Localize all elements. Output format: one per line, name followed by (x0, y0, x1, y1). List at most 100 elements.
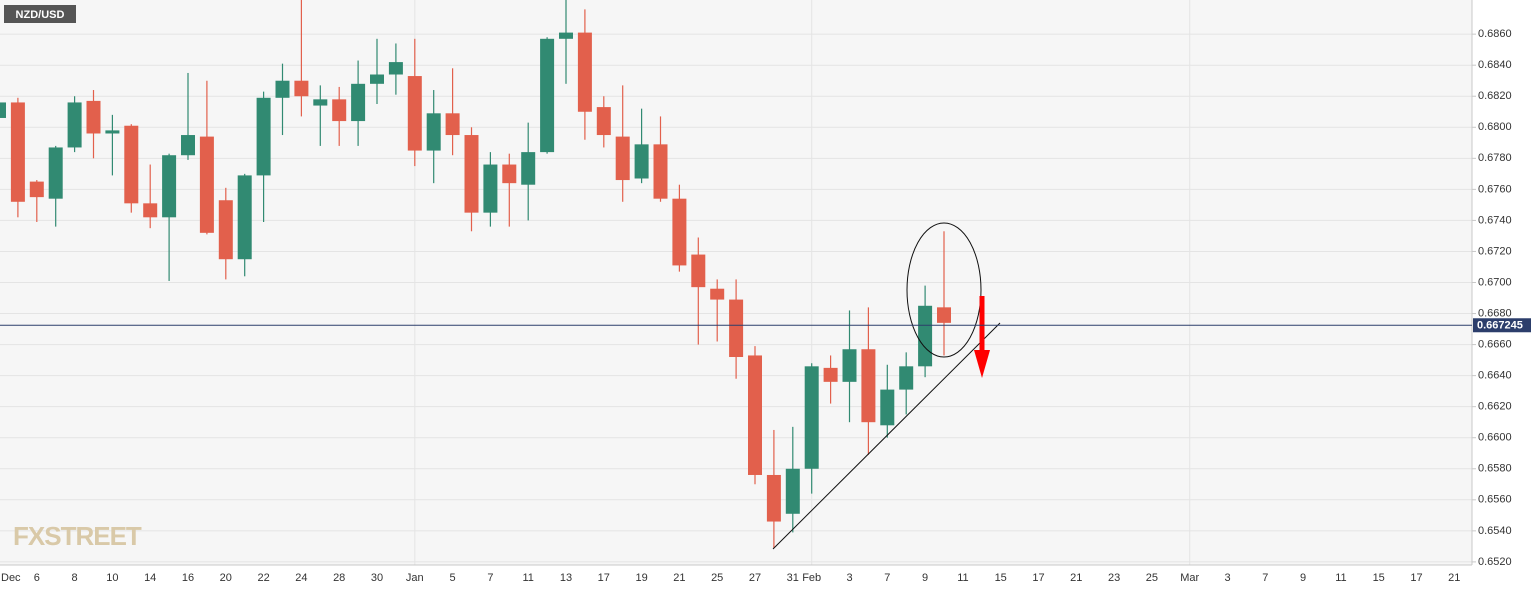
x-tick-label: 5 (450, 572, 456, 584)
candle-body (237, 175, 252, 260)
candle-body (351, 83, 366, 122)
candle-body (0, 102, 6, 118)
y-tick-label: 0.6680 (1478, 307, 1512, 319)
candle-body (880, 389, 895, 426)
y-tick-label: 0.6860 (1478, 28, 1512, 40)
candle-body (672, 198, 687, 266)
candle-body (370, 74, 384, 84)
candle-body (634, 144, 649, 179)
candle-body (48, 147, 63, 199)
x-tick-label: 17 (1032, 572, 1044, 584)
x-tick-label: 11 (957, 572, 968, 584)
y-tick-label: 0.6520 (1478, 556, 1512, 568)
candle-body (464, 135, 479, 213)
candle-body (275, 80, 290, 98)
trend-line (772, 322, 1001, 550)
y-tick-label: 0.6740 (1478, 214, 1512, 226)
x-tick-label: 30 (371, 572, 383, 584)
candle-body (407, 76, 422, 151)
x-tick-label: 9 (1300, 572, 1306, 584)
x-tick-label: 11 (1335, 572, 1346, 584)
candle-body (804, 366, 819, 469)
symbol-label: NZD/USD (16, 9, 65, 21)
candle-body (540, 38, 555, 153)
candle-body (181, 135, 195, 156)
highlight-ellipse (906, 222, 982, 358)
x-tick-label: 6 (34, 572, 40, 584)
y-tick-label: 0.6800 (1478, 121, 1512, 133)
candle-body (653, 144, 668, 199)
candle-body (483, 164, 498, 213)
candle-body (766, 474, 781, 522)
candle-body (785, 468, 800, 514)
x-tick-label: 22 (257, 572, 269, 584)
symbol-box (4, 5, 76, 23)
candle-body (521, 152, 536, 185)
candle-body (861, 349, 876, 423)
x-tick-label: 21 (1448, 572, 1460, 584)
candle-body (294, 80, 309, 97)
x-tick-label: 15 (995, 572, 1007, 584)
y-tick-label: 0.6620 (1478, 401, 1512, 413)
candle-body (29, 181, 44, 198)
candle-body (842, 349, 857, 382)
candle-body (426, 113, 441, 151)
x-tick-label: 9 (922, 572, 928, 584)
candle-body (445, 113, 460, 136)
y-tick-label: 0.6840 (1478, 59, 1512, 71)
candle-body (937, 307, 951, 323)
x-tick-label: 27 (749, 572, 761, 584)
y-tick-label: 0.6560 (1478, 494, 1512, 506)
candle-body (748, 355, 762, 475)
y-tick-label: 0.6580 (1478, 463, 1512, 475)
candle-body (199, 136, 214, 233)
x-tick-label: 7 (1262, 572, 1268, 584)
x-tick-label: 31 (787, 572, 799, 584)
x-tick-label: 13 (560, 572, 572, 584)
x-tick-label: 7 (487, 572, 493, 584)
y-tick-label: 0.6720 (1478, 245, 1512, 257)
x-tick-label: Jan (406, 572, 424, 584)
candle-body (691, 254, 706, 288)
candle-body (67, 102, 82, 148)
candle-body (596, 107, 611, 136)
x-tick-label: 11 (522, 572, 533, 584)
x-tick-label: 16 (182, 572, 194, 584)
current-price-label: 0.667245 (1477, 320, 1523, 332)
candle-body (823, 367, 838, 382)
x-tick-label: 24 (295, 572, 307, 584)
x-tick-label: Feb (802, 572, 821, 584)
x-tick-label: 3 (846, 572, 852, 584)
candle-body (162, 155, 177, 218)
candle-body (124, 125, 139, 204)
x-tick-label: 10 (106, 572, 118, 584)
candle-body (143, 203, 158, 218)
x-tick-label: 21 (673, 572, 685, 584)
x-tick-label: 7 (884, 572, 890, 584)
x-tick-label: 19 (635, 572, 647, 584)
x-tick-label: 17 (598, 572, 610, 584)
x-tick-label: 17 (1410, 572, 1422, 584)
x-tick-label: Dec (1, 572, 21, 584)
y-tick-label: 0.6660 (1478, 338, 1512, 350)
candle-body (218, 200, 233, 260)
x-tick-label: Mar (1180, 572, 1199, 584)
y-tick-label: 0.6600 (1478, 432, 1512, 444)
arrow-head (974, 350, 990, 378)
y-tick-label: 0.6700 (1478, 276, 1512, 288)
x-tick-label: 25 (1146, 572, 1158, 584)
overlay: 0.667245 (0, 318, 1531, 333)
candle-body (615, 136, 630, 181)
y-tick-label: 0.6780 (1478, 152, 1512, 164)
candle-body (899, 366, 914, 390)
x-tick-label: 20 (220, 572, 232, 584)
candle-body (502, 164, 517, 184)
watermark: FXSTREET (13, 521, 142, 551)
candle-body (388, 62, 403, 75)
x-tick-label: 14 (144, 572, 156, 584)
y-tick-label: 0.6640 (1478, 370, 1512, 382)
candle-body (10, 102, 25, 202)
candles (0, 0, 951, 548)
x-tick-label: 23 (1108, 572, 1120, 584)
